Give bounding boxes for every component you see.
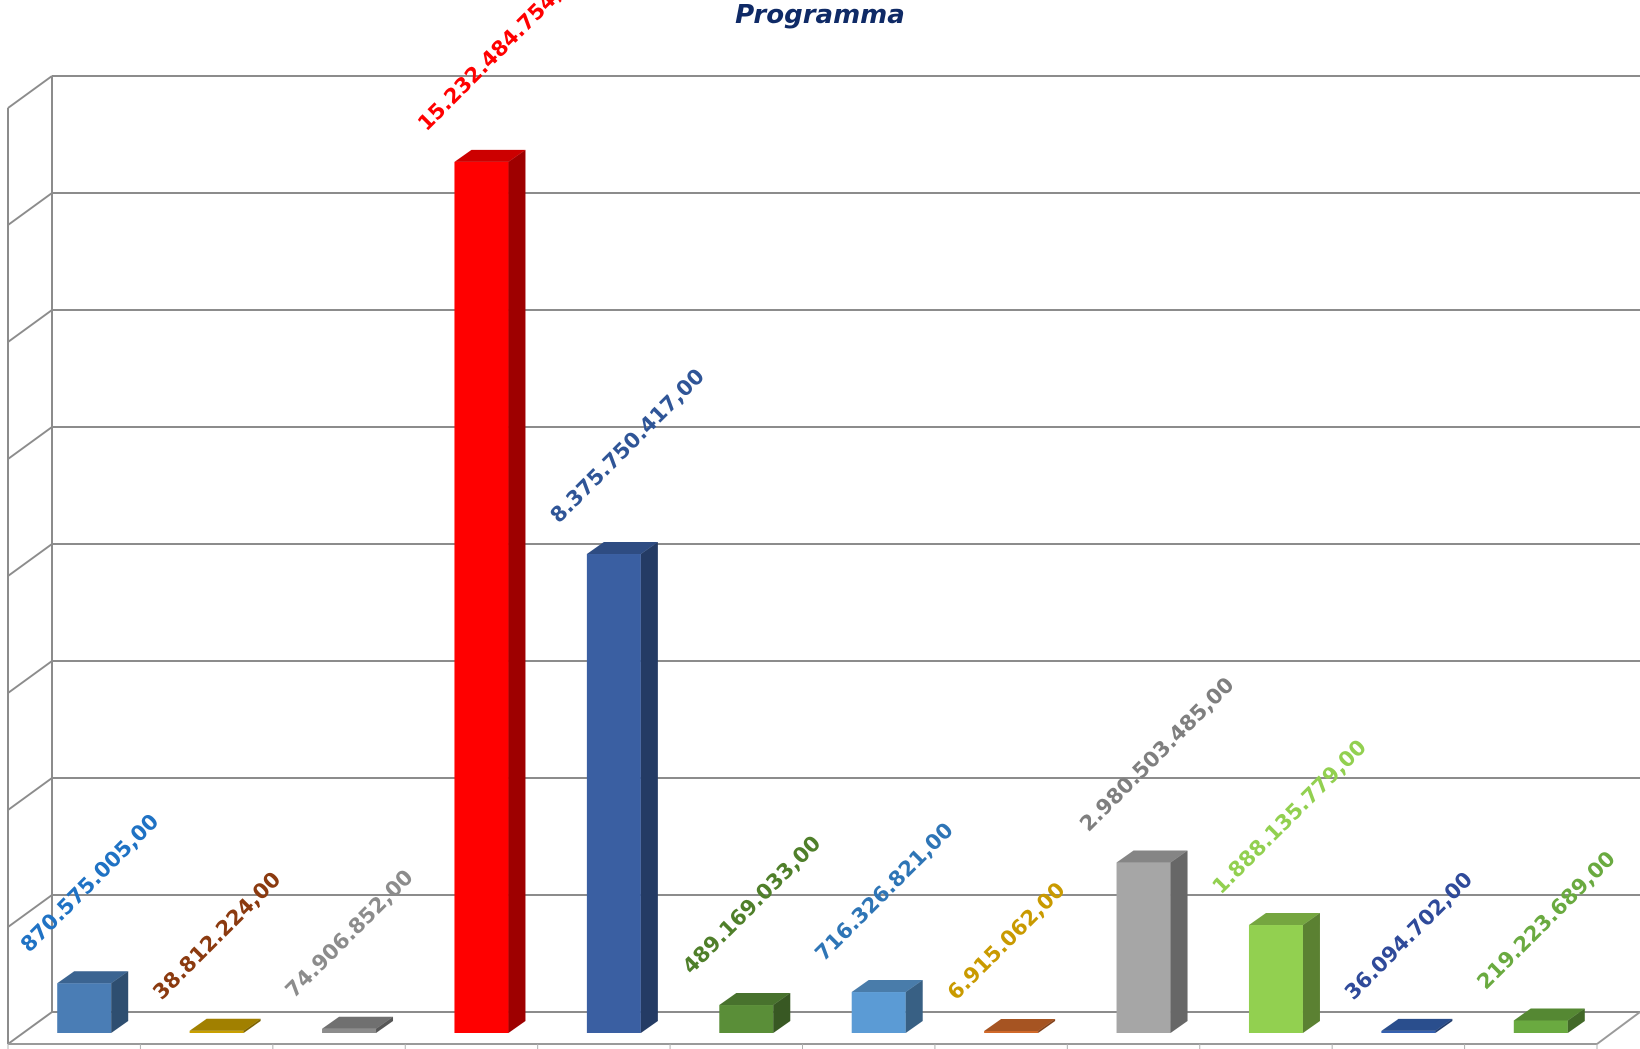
- bar-top: [1248, 913, 1320, 926]
- side-gridline: [7, 192, 53, 226]
- bar-side: [1302, 913, 1320, 1033]
- chart-title: Programma: [735, 0, 905, 30]
- bar-side: [1038, 1019, 1056, 1033]
- bar-front: [586, 554, 641, 1033]
- bar: [57, 971, 129, 1033]
- bar-side: [1567, 1008, 1585, 1033]
- bar-front: [1116, 862, 1171, 1033]
- data-label: 38.812.224,00: [148, 867, 285, 1004]
- bar: [851, 980, 923, 1033]
- bar-front: [719, 1005, 774, 1033]
- bar-top: [189, 1018, 261, 1031]
- side-gridline: [7, 309, 53, 343]
- bar-side: [111, 971, 129, 1033]
- data-label: 36.094.702,00: [1340, 867, 1477, 1004]
- bar-top: [851, 980, 923, 993]
- side-gridline: [7, 426, 53, 460]
- bar-front: [851, 992, 906, 1033]
- gridlines: [7, 75, 1640, 1049]
- bar: [1248, 913, 1320, 1033]
- side-gridline: [7, 660, 53, 694]
- bar-top: [1381, 1018, 1453, 1031]
- side-gridline: [7, 1011, 53, 1045]
- bar-side: [640, 542, 658, 1033]
- side-gridline: [7, 75, 53, 109]
- bar: [1513, 1008, 1585, 1033]
- data-labels: 870.575.005,0038.812.224,0074.906.852,00…: [16, 0, 1620, 1005]
- bar-side: [376, 1016, 394, 1033]
- floor-edge: [1596, 1011, 1640, 1045]
- data-label: 219.223.689,00: [1472, 846, 1620, 994]
- bar: [586, 542, 658, 1033]
- side-gridline: [7, 543, 53, 577]
- bar-top: [586, 542, 658, 555]
- bar-front: [1513, 1020, 1568, 1033]
- bar-front: [984, 1031, 1039, 1033]
- bar: [1381, 1018, 1453, 1033]
- bars: [57, 149, 1585, 1033]
- bar-front: [1381, 1030, 1436, 1033]
- bar-front: [322, 1028, 377, 1033]
- bar-top: [984, 1019, 1056, 1031]
- bar-side: [905, 980, 923, 1033]
- bar: [984, 1019, 1056, 1033]
- bar-side: [1435, 1018, 1453, 1033]
- bar-front: [1248, 925, 1303, 1033]
- data-label: 870.575.005,00: [16, 809, 164, 957]
- bar: [454, 149, 526, 1033]
- bar-top: [719, 993, 791, 1006]
- data-label: 74.906.852,00: [281, 865, 418, 1002]
- bar-front: [454, 161, 509, 1033]
- bar: [1116, 850, 1188, 1033]
- data-label: 6.915.062,00: [943, 878, 1070, 1005]
- bar-side: [508, 149, 526, 1033]
- data-label: 489.169.033,00: [678, 831, 826, 979]
- data-label: 1.888.135.779,00: [1208, 735, 1372, 899]
- data-label: 2.980.503.485,00: [1075, 673, 1239, 837]
- bar-front: [189, 1030, 244, 1033]
- data-label: 716.326.821,00: [810, 818, 958, 966]
- bar-top: [57, 971, 129, 984]
- side-gridline: [7, 894, 53, 928]
- side-gridline: [7, 777, 53, 811]
- bar-top: [1513, 1008, 1585, 1021]
- bar: [719, 993, 791, 1033]
- bar-front: [57, 983, 112, 1033]
- bar-top: [454, 149, 526, 162]
- data-label: 8.375.750.417,00: [545, 364, 709, 528]
- bar-top: [322, 1016, 394, 1029]
- bar-side: [243, 1018, 261, 1033]
- bar: [322, 1016, 394, 1033]
- bar: [189, 1018, 261, 1033]
- bar-top: [1116, 850, 1188, 863]
- bar-side: [773, 993, 791, 1033]
- data-label: 15.232.484.754,00: [413, 0, 587, 135]
- bar-side: [1170, 850, 1188, 1033]
